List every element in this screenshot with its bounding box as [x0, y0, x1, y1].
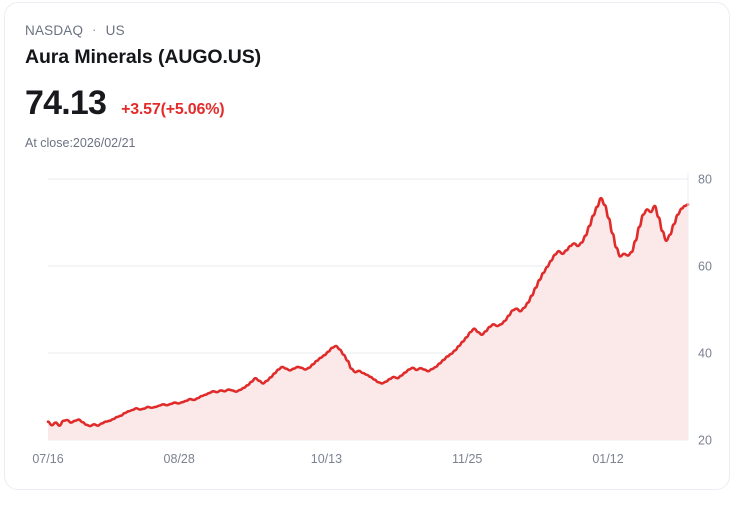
price-value: 74.13: [25, 84, 107, 122]
separator-dot: ·: [92, 22, 97, 37]
x-axis-tick-label: 10/13: [311, 452, 342, 466]
x-axis-tick-label: 11/25: [452, 452, 482, 466]
y-axis-tick-label: 80: [698, 173, 712, 187]
x-axis-tick-label: 08/28: [164, 452, 195, 466]
chart-area-fill: [48, 198, 688, 440]
price-row: 74.13 +3.57(+5.06%): [25, 84, 709, 122]
x-axis-tick-labels: 07/16 08/28 10/13 11/25 01/12: [32, 452, 623, 466]
x-axis-tick-label: 07/16: [32, 452, 63, 466]
region-label: US: [105, 23, 125, 38]
price-chart-svg[interactable]: 20 40 60 80 07/16 08/28 10/13 11/25 01/12: [5, 163, 731, 483]
exchange-label: NASDAQ: [25, 23, 84, 38]
market-status-note: At close:2026/02/21: [25, 136, 136, 150]
price-chart[interactable]: 20 40 60 80 07/16 08/28 10/13 11/25 01/12: [5, 163, 731, 483]
chart-line: [46, 196, 690, 428]
y-axis-tick-label: 20: [698, 434, 712, 448]
y-axis-tick-label: 60: [698, 260, 712, 274]
x-axis-tick-label: 01/12: [592, 452, 623, 466]
line-path: [46, 196, 690, 428]
quote-header: NASDAQ · US Aura Minerals (AUGO.US) 74.1…: [25, 21, 709, 151]
exchange-region-row: NASDAQ · US: [25, 21, 709, 40]
price-change: +3.57(+5.06%): [121, 101, 225, 118]
quote-card: NASDAQ · US Aura Minerals (AUGO.US) 74.1…: [4, 2, 730, 490]
area-path: [48, 198, 688, 440]
y-axis-tick-labels: 20 40 60 80: [698, 173, 712, 448]
page-title: Aura Minerals (AUGO.US): [25, 46, 262, 68]
y-axis-tick-label: 40: [698, 347, 712, 361]
